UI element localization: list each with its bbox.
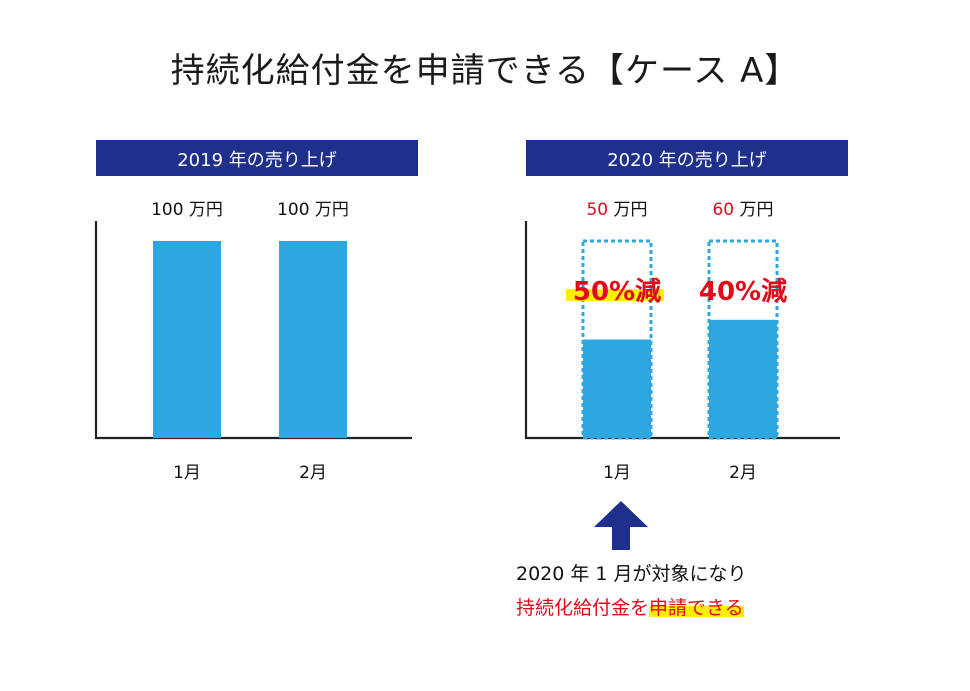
bar <box>583 339 651 438</box>
caption-line-2-prefix: 持続化給付金を <box>516 597 650 619</box>
category-label: 2月 <box>729 463 757 483</box>
value-label: 60 万円 <box>712 200 773 220</box>
chart-title-band <box>96 140 418 176</box>
chart-title: 2019 年の売り上げ <box>177 150 337 171</box>
caption-line-1: 2020 年 1 月が対象になり <box>516 563 747 585</box>
chart-title-band <box>526 140 848 176</box>
category-label: 2月 <box>299 463 327 483</box>
chart-title: 2020 年の売り上げ <box>607 150 767 171</box>
category-label: 1月 <box>603 463 631 483</box>
value-label: 100 万円 <box>277 200 349 220</box>
category-label: 1月 <box>173 463 201 483</box>
caption-line-2: 持続化給付金を申請できる <box>516 595 776 621</box>
reduction-label: 40%減 <box>699 277 787 307</box>
bar <box>279 241 347 438</box>
up-arrow-icon <box>594 501 648 550</box>
reduction-label: 50%減 <box>573 277 661 307</box>
bar <box>709 319 777 438</box>
value-label: 100 万円 <box>151 200 223 220</box>
bar <box>153 241 221 438</box>
reduction-highlight <box>566 289 664 301</box>
caption-line-2-highlight: 申請できる <box>649 597 744 619</box>
page-title: 持続化給付金を申請できる【ケース A】 <box>170 51 800 91</box>
value-label: 50 万円 <box>586 200 647 220</box>
